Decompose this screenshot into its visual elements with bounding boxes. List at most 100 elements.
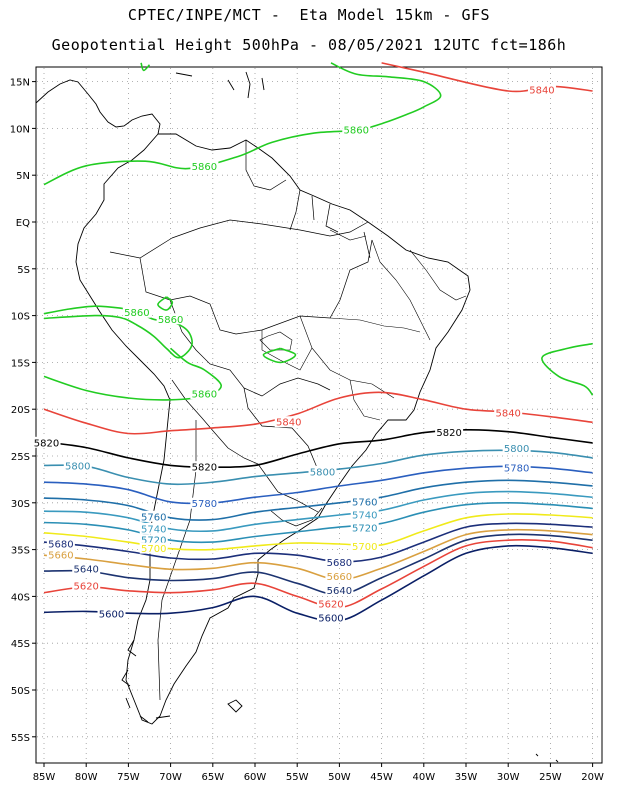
contour-label-bg: [350, 495, 379, 507]
contour-5760: [43, 479, 593, 521]
contour-label-5780: 5780: [192, 499, 217, 510]
lon-tick-label: 70W: [159, 772, 182, 783]
brazil-state-lines: [259, 229, 467, 421]
lon-tick-label: 65W: [201, 772, 224, 783]
contour-label-5820: 5820: [436, 428, 461, 439]
contour-label-bg: [97, 608, 126, 620]
contour-label-bg: [139, 510, 168, 522]
falkland-islands: [227, 699, 243, 713]
contour-label-5840: 5840: [276, 418, 301, 429]
caribbean-islands: [175, 71, 265, 99]
contour-5860: [43, 305, 193, 359]
contour-label-bg: [190, 497, 219, 509]
lon-tick-label: 40W: [412, 772, 435, 783]
contour-label-bg: [325, 556, 354, 568]
lon-tick-label: 30W: [497, 772, 520, 783]
contour-label-5600: 5600: [318, 613, 343, 624]
lat-tick-label: 10N: [10, 124, 30, 135]
contour-label-bg: [350, 522, 379, 534]
contour-label-bg: [46, 537, 75, 549]
contour-label-5660: 5660: [48, 551, 73, 562]
lat-tick-label: 40S: [11, 592, 30, 603]
contour-label-5640: 5640: [327, 586, 352, 597]
contour-label-bg: [308, 465, 337, 477]
contour-label-bg: [72, 563, 101, 575]
contour-label-bg: [342, 124, 371, 136]
lat-tick-label: 25S: [11, 452, 30, 463]
lat-tick-label: 35S: [11, 546, 30, 557]
contour-label-5680: 5680: [48, 539, 73, 550]
contour-label-bg: [502, 442, 531, 454]
lon-tick-label: 85W: [33, 772, 56, 783]
contour-label-bg: [122, 306, 151, 318]
contour-label-bg: [502, 462, 531, 474]
contour-label-5720: 5720: [352, 524, 377, 535]
axis-ticks: 85W 80W 75W 70W 65W 60W 55W 50W 45W 40W 35W 30W 25W 2…: [10, 78, 604, 783]
lat-tick-label: 15S: [11, 358, 30, 369]
lat-tick-label: 15N: [10, 78, 30, 89]
contour-label-5800: 5800: [310, 467, 335, 478]
contour-5640: [43, 533, 593, 596]
contour-label-5860: 5860: [192, 162, 217, 173]
contour-label-5860: 5860: [344, 126, 369, 137]
contour-label-5660: 5660: [327, 572, 352, 583]
contour-label-bg: [32, 436, 61, 448]
contour-label-5720: 5720: [141, 536, 166, 547]
contour-label-5760: 5760: [352, 497, 377, 508]
lat-tick-label: 55S: [11, 733, 30, 744]
contour-label-bg: [350, 540, 379, 552]
contour-5820: [43, 428, 593, 469]
contour-5720: [43, 501, 593, 544]
lon-tick-label: 50W: [328, 772, 351, 783]
contour-label-bg: [325, 570, 354, 582]
lat-tick-label: 45S: [11, 639, 30, 650]
south-america-outline: [75, 133, 471, 725]
contour-label-5860: 5860: [158, 315, 183, 326]
contour-label-bg: [435, 426, 464, 438]
contour-label-5700: 5700: [352, 542, 377, 553]
contour-5740: [43, 490, 593, 533]
lat-tick-label: 5N: [16, 171, 30, 182]
contour-label-5700: 5700: [141, 544, 166, 555]
lon-tick-label: 25W: [539, 772, 562, 783]
contour-label-5800: 5800: [504, 444, 529, 455]
contour-label-bg: [350, 508, 379, 520]
contour-label-bg: [46, 549, 75, 561]
contour-5660: [43, 528, 593, 581]
contour-label-5860: 5860: [192, 390, 217, 401]
rio-de-la-plata: [269, 507, 323, 527]
lat-tick-label: 10S: [11, 312, 30, 323]
contour-label-bg: [156, 313, 185, 325]
lon-tick-label: 20W: [581, 772, 604, 783]
contour-5680: [43, 522, 593, 563]
contour-label-bg: [274, 416, 303, 428]
south-america-coastline: [35, 71, 559, 763]
contour-label-bg: [72, 580, 101, 592]
contour-label-5620: 5620: [73, 582, 98, 593]
contour-label-5860: 5860: [124, 308, 149, 319]
contour-5700: [43, 513, 593, 551]
contour-label-5840: 5840: [529, 85, 554, 96]
lon-tick-label: 45W: [370, 772, 393, 783]
contour-label-5600: 5600: [99, 610, 124, 621]
lon-tick-label: 55W: [286, 772, 309, 783]
contour-label-5740: 5740: [352, 510, 377, 521]
contour-label-bg: [527, 83, 556, 95]
lat-tick-label: 30S: [11, 499, 30, 510]
lat-tick-label: EQ: [16, 218, 30, 229]
lon-tick-label: 35W: [455, 772, 478, 783]
contour-label-bg: [190, 461, 219, 473]
contour-label-bg: [190, 388, 219, 400]
chile-fjords: [121, 639, 171, 723]
central-america-coast: [35, 79, 161, 135]
contour-label-bg: [316, 597, 345, 609]
contour-5860: [157, 296, 174, 311]
lon-tick-label: 80W: [75, 772, 98, 783]
contour-label-bg: [139, 534, 168, 546]
contour-label-5680: 5680: [327, 558, 352, 569]
graticule-grid: [37, 68, 601, 762]
map-title-line-2: Geopotential Height 500hPa - 08/05/2021 …: [51, 36, 567, 54]
contour-5860: [262, 347, 297, 364]
contour-label-5800: 5800: [65, 462, 90, 473]
